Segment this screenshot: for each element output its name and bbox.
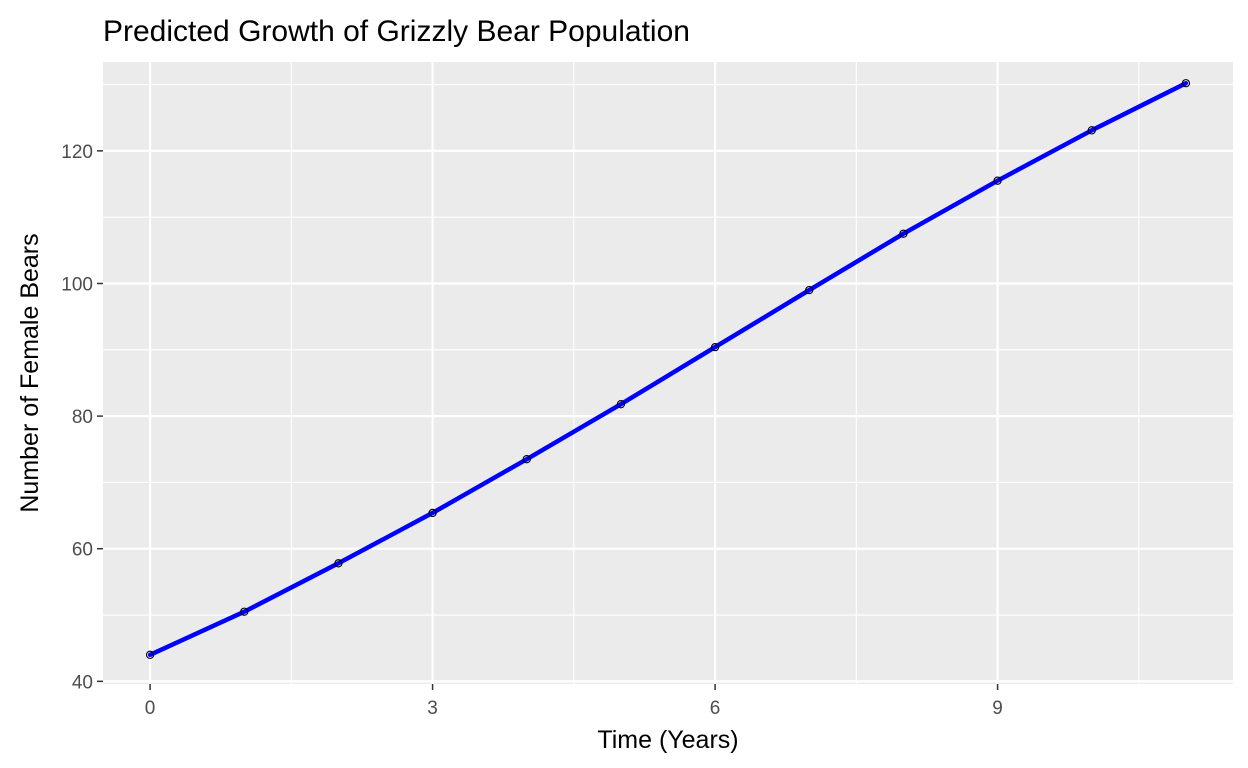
y-tick-label: 60 xyxy=(72,540,93,561)
y-axis-title: Number of Female Bears xyxy=(16,233,44,512)
major-gridlines xyxy=(103,62,1233,684)
y-tick-label: 120 xyxy=(61,142,93,163)
plot-panel xyxy=(103,62,1233,684)
x-tick-label: 9 xyxy=(992,698,1003,719)
y-tick-label: 40 xyxy=(72,672,93,693)
data-point xyxy=(522,455,531,464)
x-tick-label: 0 xyxy=(145,698,156,719)
data-point xyxy=(240,607,249,616)
x-tick-label: 6 xyxy=(710,698,721,719)
data-point xyxy=(993,176,1002,185)
series-line xyxy=(147,80,1189,658)
data-point xyxy=(616,400,626,409)
series-line-group xyxy=(147,80,1189,658)
x-axis: 0 3 6 9 xyxy=(145,684,1003,719)
chart-title: Predicted Growth of Grizzly Bear Populat… xyxy=(103,15,690,48)
y-axis: 40 60 80 100 120 xyxy=(61,142,103,693)
data-point xyxy=(710,342,720,352)
series-points-group xyxy=(145,79,1191,659)
data-point xyxy=(334,559,343,568)
y-tick-label: 100 xyxy=(61,274,93,295)
data-point xyxy=(805,285,814,295)
x-axis-title: Time (Years) xyxy=(597,726,738,754)
data-point xyxy=(145,650,155,659)
data-point xyxy=(428,508,437,518)
data-point xyxy=(1181,79,1191,88)
minor-gridlines xyxy=(103,62,1233,684)
y-tick-label: 80 xyxy=(72,407,93,428)
x-tick-label: 3 xyxy=(427,698,438,719)
data-point xyxy=(899,229,908,238)
data-point xyxy=(1087,126,1096,135)
